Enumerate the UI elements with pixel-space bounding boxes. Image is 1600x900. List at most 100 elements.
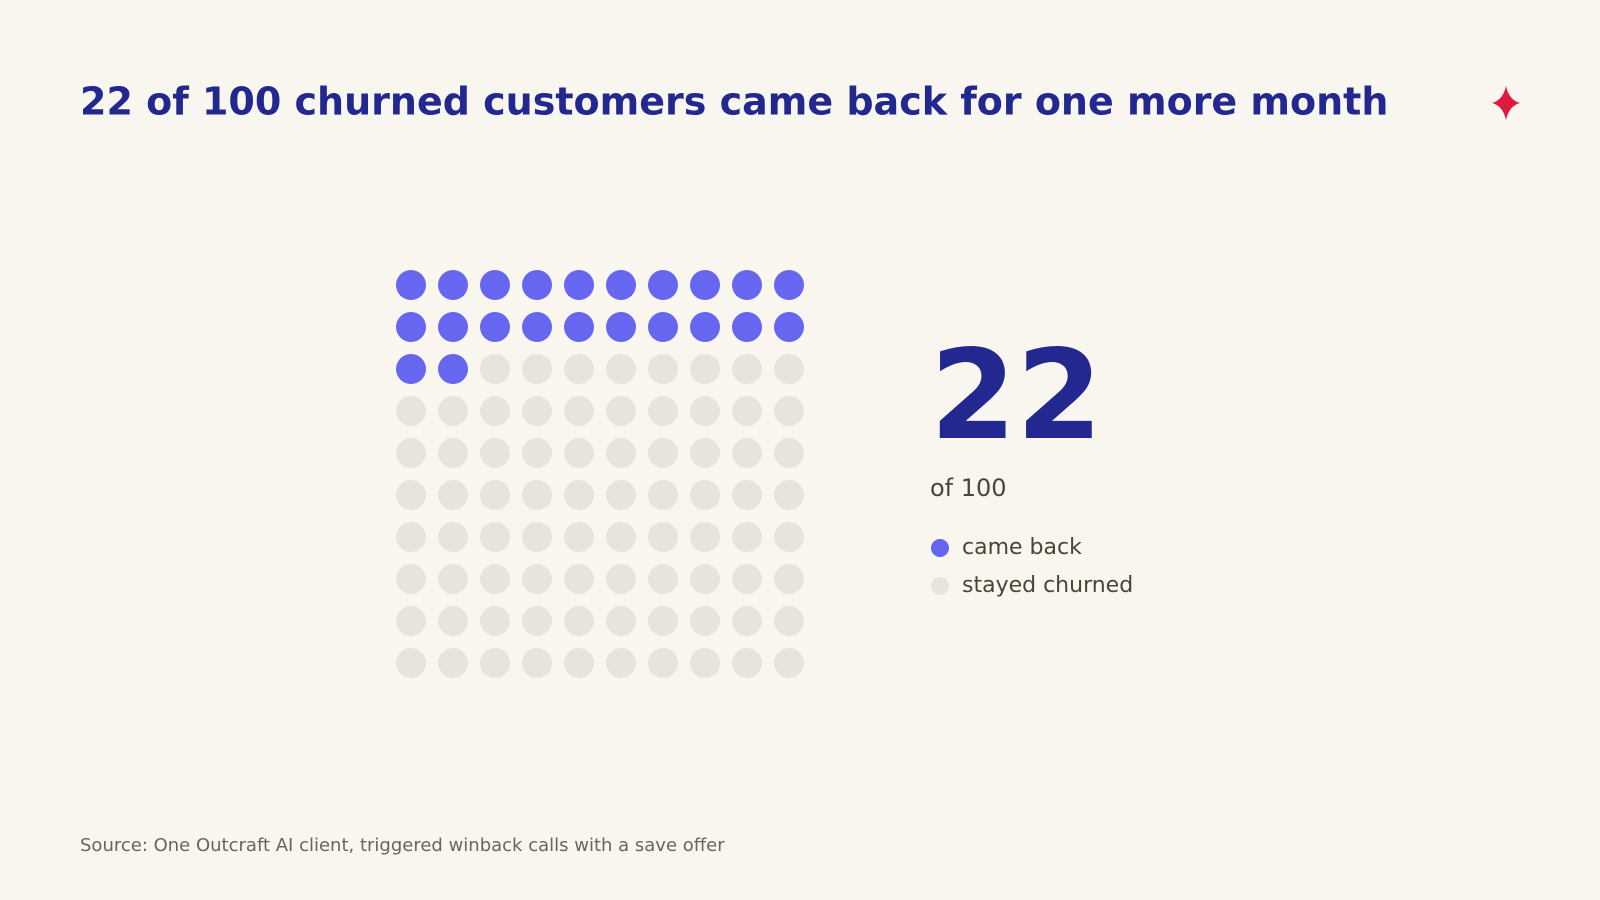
waffle-dot	[606, 396, 636, 426]
waffle-dot	[732, 564, 762, 594]
waffle-dot	[396, 438, 426, 468]
waffle-dot	[606, 648, 636, 678]
waffle-dot	[480, 270, 510, 300]
waffle-dot	[648, 522, 678, 552]
waffle-dot	[480, 480, 510, 510]
waffle-dot	[774, 396, 804, 426]
waffle-dot	[564, 648, 594, 678]
waffle-dot	[480, 648, 510, 678]
waffle-dot	[564, 312, 594, 342]
waffle-dot	[564, 522, 594, 552]
waffle-dot	[606, 438, 636, 468]
waffle-dot	[690, 564, 720, 594]
waffle-dot	[774, 438, 804, 468]
waffle-dot	[648, 648, 678, 678]
waffle-dot	[648, 396, 678, 426]
waffle-dot	[732, 354, 762, 384]
waffle-dot	[732, 648, 762, 678]
waffle-dot	[522, 606, 552, 636]
waffle-dot	[564, 354, 594, 384]
waffle-dot	[438, 480, 468, 510]
waffle-dot	[648, 438, 678, 468]
waffle-dot	[606, 480, 636, 510]
waffle-dot	[606, 606, 636, 636]
waffle-dot	[522, 354, 552, 384]
waffle-dot	[438, 648, 468, 678]
waffle-dot	[480, 354, 510, 384]
total-label: of 100	[930, 474, 1007, 502]
waffle-dot	[396, 648, 426, 678]
waffle-dot	[606, 564, 636, 594]
waffle-dot	[690, 438, 720, 468]
waffle-dot	[396, 354, 426, 384]
waffle-dot	[438, 522, 468, 552]
waffle-dot	[606, 312, 636, 342]
waffle-dot	[774, 564, 804, 594]
waffle-dot	[438, 354, 468, 384]
waffle-dot	[774, 354, 804, 384]
waffle-dot	[396, 606, 426, 636]
waffle-dot	[396, 312, 426, 342]
waffle-dot	[564, 480, 594, 510]
waffle-dot	[690, 648, 720, 678]
waffle-dot	[522, 648, 552, 678]
waffle-dot	[648, 606, 678, 636]
legend-label: stayed churned	[962, 573, 1133, 598]
waffle-dot	[396, 522, 426, 552]
waffle-dot	[732, 438, 762, 468]
waffle-dot	[774, 522, 804, 552]
waffle-dot	[438, 606, 468, 636]
waffle-dot	[438, 396, 468, 426]
logo-star	[1492, 86, 1520, 120]
waffle-dot	[480, 312, 510, 342]
waffle-dot	[522, 522, 552, 552]
waffle-dot	[774, 606, 804, 636]
waffle-dot	[690, 480, 720, 510]
waffle-dot	[732, 606, 762, 636]
waffle-dot	[732, 480, 762, 510]
waffle-dot	[522, 480, 552, 510]
waffle-dot	[522, 312, 552, 342]
waffle-dot	[606, 270, 636, 300]
waffle-dot	[732, 522, 762, 552]
waffle-dot	[438, 564, 468, 594]
chart-title: 22 of 100 churned customers came back fo…	[80, 80, 1388, 124]
waffle-dot	[396, 480, 426, 510]
waffle-dot	[480, 522, 510, 552]
waffle-dot	[480, 564, 510, 594]
waffle-dot	[648, 480, 678, 510]
waffle-dot	[690, 396, 720, 426]
waffle-dot	[522, 270, 552, 300]
headline-number: 22	[930, 324, 1103, 468]
waffle-dot	[606, 522, 636, 552]
waffle-dot	[648, 312, 678, 342]
waffle-dot	[522, 564, 552, 594]
waffle-dot	[648, 354, 678, 384]
waffle-dot	[480, 396, 510, 426]
waffle-dot	[522, 396, 552, 426]
waffle-dot	[480, 606, 510, 636]
waffle-dot	[522, 438, 552, 468]
source: Source: One Outcraft AI client, triggere…	[80, 835, 725, 856]
waffle-dot	[690, 522, 720, 552]
waffle-dot	[732, 270, 762, 300]
waffle-dot	[564, 396, 594, 426]
legend-label: came back	[962, 535, 1082, 560]
waffle-dot	[564, 564, 594, 594]
waffle-dot	[480, 438, 510, 468]
waffle-dot	[774, 480, 804, 510]
legend-marker	[931, 539, 949, 557]
waffle-dot	[564, 270, 594, 300]
waffle-dot	[774, 312, 804, 342]
waffle-dot	[648, 564, 678, 594]
waffle-dot	[732, 312, 762, 342]
waffle-dot	[690, 270, 720, 300]
waffle-dot	[564, 606, 594, 636]
waffle-dot	[396, 396, 426, 426]
waffle-dot	[606, 354, 636, 384]
waffle-dot	[774, 648, 804, 678]
waffle-dot	[438, 438, 468, 468]
waffle-dot	[690, 354, 720, 384]
waffle-dot	[396, 564, 426, 594]
